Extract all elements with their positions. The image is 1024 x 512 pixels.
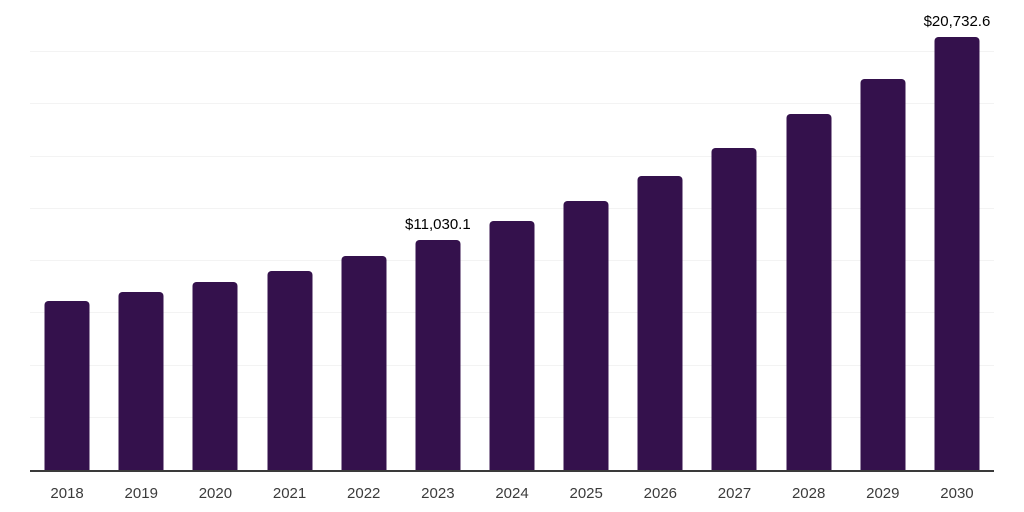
grid-line: [30, 51, 994, 53]
bar-2026: [637, 175, 683, 470]
x-tick-label-2022: 2022: [347, 485, 381, 502]
bar-2024: [489, 221, 535, 470]
x-tick-label-2020: 2020: [198, 485, 233, 502]
x-tick-label-2030: 2030: [940, 485, 974, 502]
x-tick-label-2029: 2029: [866, 485, 900, 502]
x-tick-label-2026: 2026: [643, 485, 678, 502]
bar-slot: $11,030.1: [401, 0, 475, 470]
bar-slot: [30, 0, 104, 470]
x-tick-label-2023: 2023: [421, 485, 455, 502]
x-tick-label-2028: 2028: [791, 485, 826, 502]
bar-slot: [475, 0, 549, 470]
bar-slot: [178, 0, 252, 470]
bar-2018: [44, 301, 90, 470]
x-axis-labels: 2018 2019 2020 2021 2022 2023 2024 2025 2026 2027…: [30, 482, 994, 506]
bar-2020: [192, 282, 238, 470]
bar-2021: [267, 270, 313, 470]
bar-slot: [623, 0, 697, 470]
x-tick-label-2024: 2024: [495, 485, 529, 502]
x-tick-label-2019: 2019: [124, 485, 158, 502]
bar-slot: [327, 0, 401, 470]
grid-line: [30, 207, 994, 209]
x-tick-label-2021: 2021: [272, 485, 307, 502]
x-tick-label-2027: 2027: [717, 485, 752, 502]
bar-2019: [118, 292, 164, 470]
bar-slot: [104, 0, 178, 470]
bar-2028: [786, 113, 832, 470]
bar-slot: [549, 0, 623, 470]
bar-2025: [563, 200, 609, 470]
grid-line: [30, 155, 994, 157]
bar-2027: [711, 147, 757, 470]
bar-slot: [252, 0, 326, 470]
bar-2030: [934, 36, 980, 470]
bar-slot: [772, 0, 846, 470]
grid-line: [30, 103, 994, 105]
x-axis-line: [30, 470, 994, 472]
x-tick-label-2018: 2018: [50, 485, 84, 502]
x-tick-label-2025: 2025: [569, 485, 603, 502]
bar-2029: [860, 78, 906, 470]
bar-value-label-2030: $20,732.6: [923, 12, 991, 30]
bar-slot: [697, 0, 771, 470]
bar-slot: [846, 0, 920, 470]
bar-2022: [341, 255, 387, 470]
bar-2023: [415, 239, 461, 470]
bars-container: $11,030.1 $20,732.6: [30, 0, 994, 470]
bar-value-label-2023: $11,030.1: [405, 215, 471, 233]
plot-area: $11,030.1 $20,732.6: [30, 0, 994, 470]
bar-slot: $20,732.6: [920, 0, 994, 470]
